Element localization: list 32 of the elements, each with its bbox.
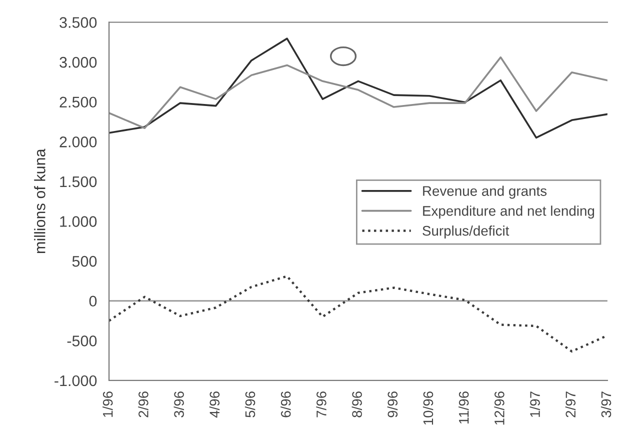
x-tick-label: 2/97 — [565, 392, 576, 418]
x-tick-label: 4/96 — [209, 392, 220, 418]
y-tick-label: -500 — [67, 336, 97, 346]
x-tick-label: 5/96 — [244, 392, 256, 418]
x-tick-label: 2/96 — [138, 392, 148, 418]
y-tick-label: 0 — [89, 296, 97, 307]
x-tick-label: 6/96 — [280, 392, 291, 418]
x-tick-label: 10/96 — [422, 392, 434, 425]
y-tick-label: 500 — [72, 256, 97, 267]
legend-label: Surplus/deficit — [422, 226, 510, 238]
line-series — [109, 38, 608, 139]
y-tick-label: 1.000 — [60, 216, 97, 227]
x-tick-label: 12/96 — [494, 392, 504, 425]
y-axis-title: millions of kuna — [34, 148, 46, 253]
y-tick-label: 2.500 — [60, 96, 97, 108]
y-tick-label: 1.500 — [60, 176, 97, 188]
x-tick-label: 3/96 — [174, 392, 184, 418]
y-tick-label: 3.000 — [60, 56, 97, 68]
line-series — [109, 275, 608, 353]
x-tick-label: 8/96 — [352, 392, 362, 418]
x-tick-label: 11/96 — [458, 392, 469, 424]
x-tick-label: 1/96 — [102, 392, 113, 417]
legend-label: Expenditure and net lending — [423, 206, 594, 219]
line-series — [109, 56, 608, 130]
x-tick-label: 9/96 — [387, 392, 398, 418]
x-tick-label: 3/97 — [600, 392, 612, 418]
y-tick-label: 2.000 — [60, 136, 97, 148]
y-tick-label: 3.500 — [60, 17, 97, 28]
x-tick-label: 1/97 — [530, 392, 540, 417]
legend-label: Revenue and grants — [423, 186, 547, 199]
y-tick-label: -1.000 — [54, 375, 97, 386]
x-tick-label: 7/96 — [316, 392, 326, 418]
